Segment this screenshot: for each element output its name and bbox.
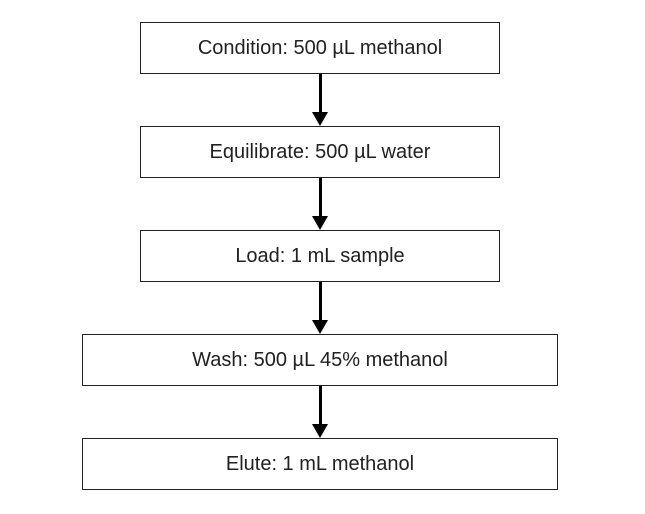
flowchart-arrow — [319, 74, 322, 112]
flowchart-canvas: Condition: 500 µL methanol Equilibrate: 5… — [0, 0, 645, 514]
flowchart-node-label: Equilibrate: 500 µL water — [210, 141, 431, 164]
flowchart-arrow-head-icon — [312, 320, 328, 334]
flowchart-node-n1: Condition: 500 µL methanol — [140, 22, 500, 74]
flowchart-node-label: Load: 1 mL sample — [235, 245, 404, 268]
flowchart-node-label: Wash: 500 µL 45% methanol — [192, 349, 448, 372]
flowchart-node-label: Elute: 1 mL methanol — [226, 453, 414, 476]
flowchart-arrow — [319, 282, 322, 320]
flowchart-arrow — [319, 178, 322, 216]
flowchart-node-label: Condition: 500 µL methanol — [198, 37, 442, 60]
flowchart-arrow-head-icon — [312, 216, 328, 230]
flowchart-node-n5: Elute: 1 mL methanol — [82, 438, 558, 490]
flowchart-node-n2: Equilibrate: 500 µL water — [140, 126, 500, 178]
flowchart-arrow — [319, 386, 322, 424]
flowchart-node-n4: Wash: 500 µL 45% methanol — [82, 334, 558, 386]
flowchart-arrow-head-icon — [312, 112, 328, 126]
flowchart-arrow-head-icon — [312, 424, 328, 438]
flowchart-node-n3: Load: 1 mL sample — [140, 230, 500, 282]
